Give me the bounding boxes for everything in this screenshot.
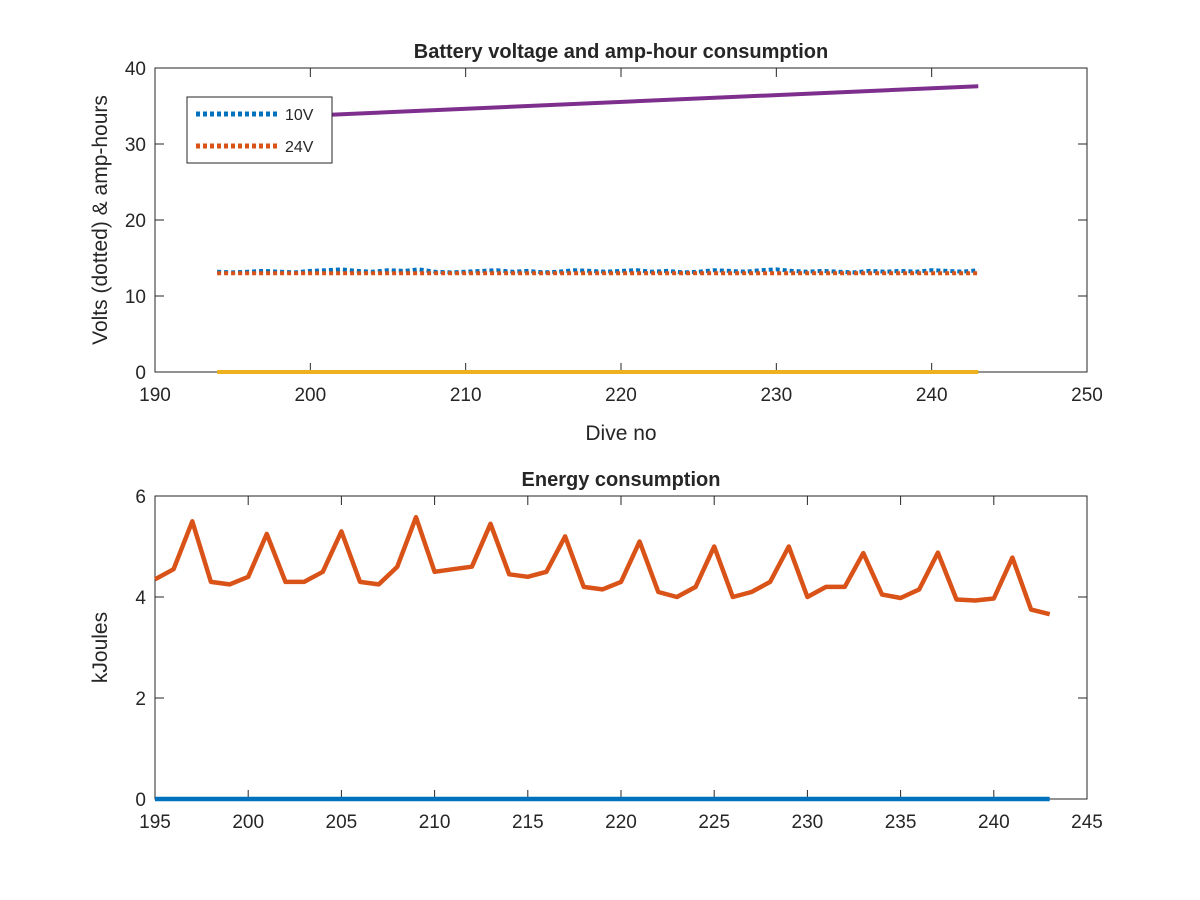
y-axis-label: Volts (dotted) & amp-hours (89, 95, 112, 345)
y-tick-label: 30 (125, 135, 146, 156)
chart-title: Energy consumption (522, 469, 721, 491)
x-tick-label: 230 (792, 812, 824, 833)
x-tick-label: 225 (698, 812, 730, 833)
y-axis-label: kJoules (89, 612, 112, 683)
x-tick-label: 240 (978, 812, 1010, 833)
y-tick-label: 4 (135, 588, 146, 609)
x-tick-label: 220 (605, 812, 637, 833)
x-tick-label: 245 (1071, 812, 1103, 833)
x-tick-label: 205 (326, 812, 358, 833)
chart-title: Battery voltage and amp-hour consumption (414, 41, 828, 63)
x-tick-label: 200 (294, 385, 326, 406)
y-tick-label: 20 (125, 211, 146, 232)
legend-box (186, 96, 333, 164)
series-line-2 (153, 514, 1051, 617)
x-tick-label: 210 (450, 385, 482, 406)
x-axis-label: Dive no (585, 422, 656, 445)
x-tick-label: 190 (139, 385, 171, 406)
x-tick-label: 230 (760, 385, 792, 406)
legend: 10V 24V (186, 96, 333, 164)
legend-label-24v: 24V (285, 139, 314, 156)
series-line-4 (217, 84, 979, 122)
y-tick-label: 6 (135, 487, 146, 508)
x-tick-label: 195 (139, 812, 171, 833)
y-tick-label: 40 (125, 59, 146, 80)
y-tick-label: 10 (125, 287, 146, 308)
y-tick-label: 0 (135, 790, 146, 811)
x-tick-label: 240 (916, 385, 948, 406)
x-tick-label: 235 (885, 812, 917, 833)
x-tick-label: 220 (605, 385, 637, 406)
y-tick-label: 2 (135, 689, 146, 710)
voltage-chart: 190 200 210 220 230 240 250 0 10 20 30 40 Battery vo… (89, 41, 1103, 445)
axes-box (154, 495, 1088, 800)
energy-chart: 195 200 205 210 215 220 225 230 235 240 245 0 2 4 6 Ene… (89, 469, 1103, 833)
x-tick-label: 200 (232, 812, 264, 833)
legend-label-10v: 10V (285, 107, 314, 124)
x-tick-label: 215 (512, 812, 544, 833)
x-tick-label: 210 (419, 812, 451, 833)
y-tick-label: 0 (135, 363, 146, 384)
x-tick-label: 250 (1071, 385, 1103, 406)
